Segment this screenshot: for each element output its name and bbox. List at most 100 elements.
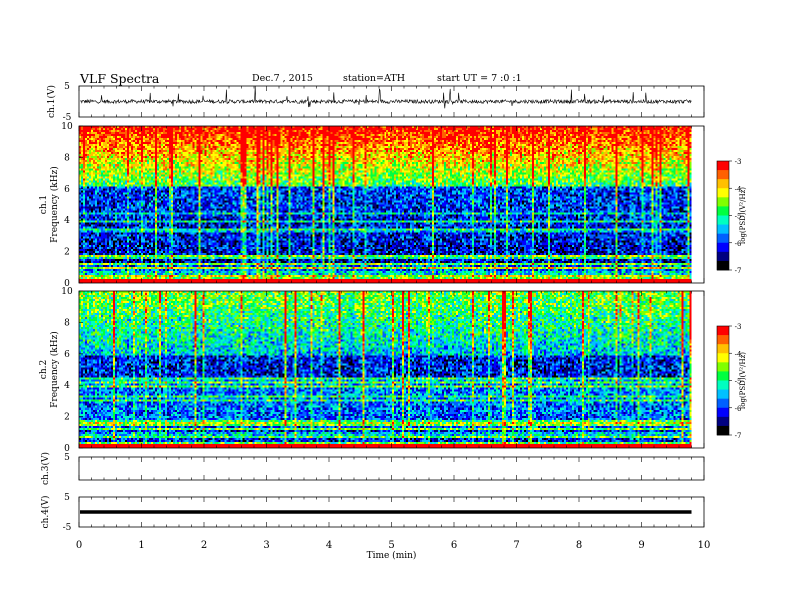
colorbar-cell [717, 327, 729, 331]
colorbar-label: log(PSD)(V²/Hz) [739, 352, 747, 409]
y-axis-label: Frequency (kHz) [49, 331, 60, 408]
colorbar-cell [717, 220, 729, 224]
colorbar-cell [717, 230, 729, 233]
colorbar-cell [717, 175, 729, 178]
colorbar-cell [717, 242, 729, 245]
y-axis-label: ch.4(V) [40, 496, 51, 529]
colorbar-cell [717, 179, 729, 182]
colorbar-cell [717, 191, 729, 195]
x-tick-label: 4 [326, 540, 332, 551]
colorbar-tick-label: -6 [735, 405, 742, 413]
colorbar-cell [717, 400, 729, 403]
colorbar-cell [717, 250, 729, 253]
colorbar-cell [717, 211, 729, 215]
x-tick-label: 10 [698, 540, 711, 551]
colorbar-cell [717, 391, 729, 394]
y-tick-label: 5 [64, 82, 70, 92]
ch2-spectrogram-image [79, 291, 692, 448]
colorbar-cell [717, 382, 729, 385]
colorbar-label: log(PSD)(V²/Hz) [739, 187, 747, 244]
colorbar-cell [717, 186, 729, 189]
colorbar-cell [717, 259, 729, 262]
colorbar-cell [717, 199, 729, 202]
colorbar-cell [717, 396, 729, 400]
colorbar-cell [717, 345, 729, 349]
colorbar-cell [717, 208, 729, 211]
colorbar-cell [717, 402, 729, 405]
colorbar-cell [717, 255, 729, 258]
colorbar-cell [717, 268, 729, 271]
colorbar-cell [717, 418, 729, 421]
colorbar-cell [717, 369, 729, 372]
x-axis: 0 1 2 3 4 5 6 7 8 9 10 Time (min) [76, 540, 711, 561]
colorbar-cell [717, 226, 729, 229]
colorbar-cell [717, 162, 729, 166]
figure-title: VLF Spectra [80, 71, 160, 86]
colorbar-cell [717, 237, 729, 240]
colorbar-cell [717, 182, 729, 186]
y-tick-label: -5 [63, 113, 72, 123]
y-tick-label: 10 [61, 287, 73, 297]
y-tick-label: 10 [61, 122, 73, 132]
colorbar-cell [717, 239, 729, 242]
colorbar-tick-label: -6 [735, 240, 742, 248]
colorbar-cell [717, 371, 729, 374]
colorbar-cell [717, 231, 729, 235]
colorbar-cell [717, 184, 729, 187]
colorbar-cell [717, 202, 729, 205]
colorbar-cell [717, 210, 729, 213]
colorbar-tick-label: -5 [735, 213, 742, 221]
colorbar-cell [717, 244, 729, 247]
colorbar-cell [717, 206, 729, 209]
colorbar-cell [717, 398, 729, 401]
colorbar-cell [717, 336, 729, 340]
colorbar-cell [717, 266, 729, 269]
colorbar-cell [717, 338, 729, 341]
colorbar-cell [717, 353, 729, 356]
colorbar-cell [717, 257, 729, 260]
colorbar-cell [717, 260, 729, 264]
colorbar-cell [717, 235, 729, 238]
ch1-spectrogram-image [79, 126, 692, 283]
colorbar-cell [717, 385, 729, 389]
ch1-trace [79, 85, 692, 109]
colorbar-cell [717, 331, 729, 334]
colorbar-cell [717, 431, 729, 434]
y-tick-label: 8 [64, 318, 70, 328]
colorbar-cell [717, 195, 729, 198]
colorbar-cell [717, 344, 729, 347]
colorbar-cell [717, 404, 729, 407]
colorbar-cell [717, 164, 729, 167]
colorbar-cell [717, 387, 729, 390]
colorbar-cell [717, 411, 729, 414]
colorbar-cell [717, 240, 729, 244]
colorbar-tick-label: -4 [735, 185, 742, 193]
y-tick-label: 5 [64, 453, 70, 463]
colorbar-cell [717, 264, 729, 267]
colorbar-cell [717, 224, 729, 227]
colorbar-cell [717, 433, 729, 436]
colorbar-cell [717, 329, 729, 332]
colorbar-cell [717, 228, 729, 231]
y-tick-label: 4 [64, 381, 70, 391]
colorbar-cell [717, 188, 729, 191]
colorbar-tick-label: -5 [735, 378, 742, 386]
colorbar-cell [717, 424, 729, 427]
ch2-spectrogram-colorbar: -3 -4 -5 -6 -7 log(PSD)(V²/Hz) [716, 323, 747, 440]
colorbar-cell [717, 393, 729, 396]
ch1-spectrogram-panel: 0 2 4 6 8 10 ch.1 Frequency (kHz) -3 -4 -5 -6 -7 log(… [39, 122, 747, 289]
colorbar-cell [717, 222, 729, 225]
x-tick-label: 5 [388, 540, 394, 551]
y-tick-label: 5 [64, 493, 70, 503]
colorbar-cell [717, 342, 729, 345]
colorbar-cell [717, 173, 729, 176]
ch4-waveform-panel: 5 -5 ch.4(V) [40, 493, 705, 533]
colorbar-cell [717, 200, 729, 204]
colorbar-cell [717, 248, 729, 251]
colorbar-cell [717, 416, 729, 420]
colorbar-tick-label: -4 [735, 350, 742, 358]
colorbar-cell [717, 365, 729, 369]
x-tick-label: 2 [201, 540, 207, 551]
station-label: station=ATH [343, 73, 405, 84]
colorbar-cell [717, 380, 729, 383]
